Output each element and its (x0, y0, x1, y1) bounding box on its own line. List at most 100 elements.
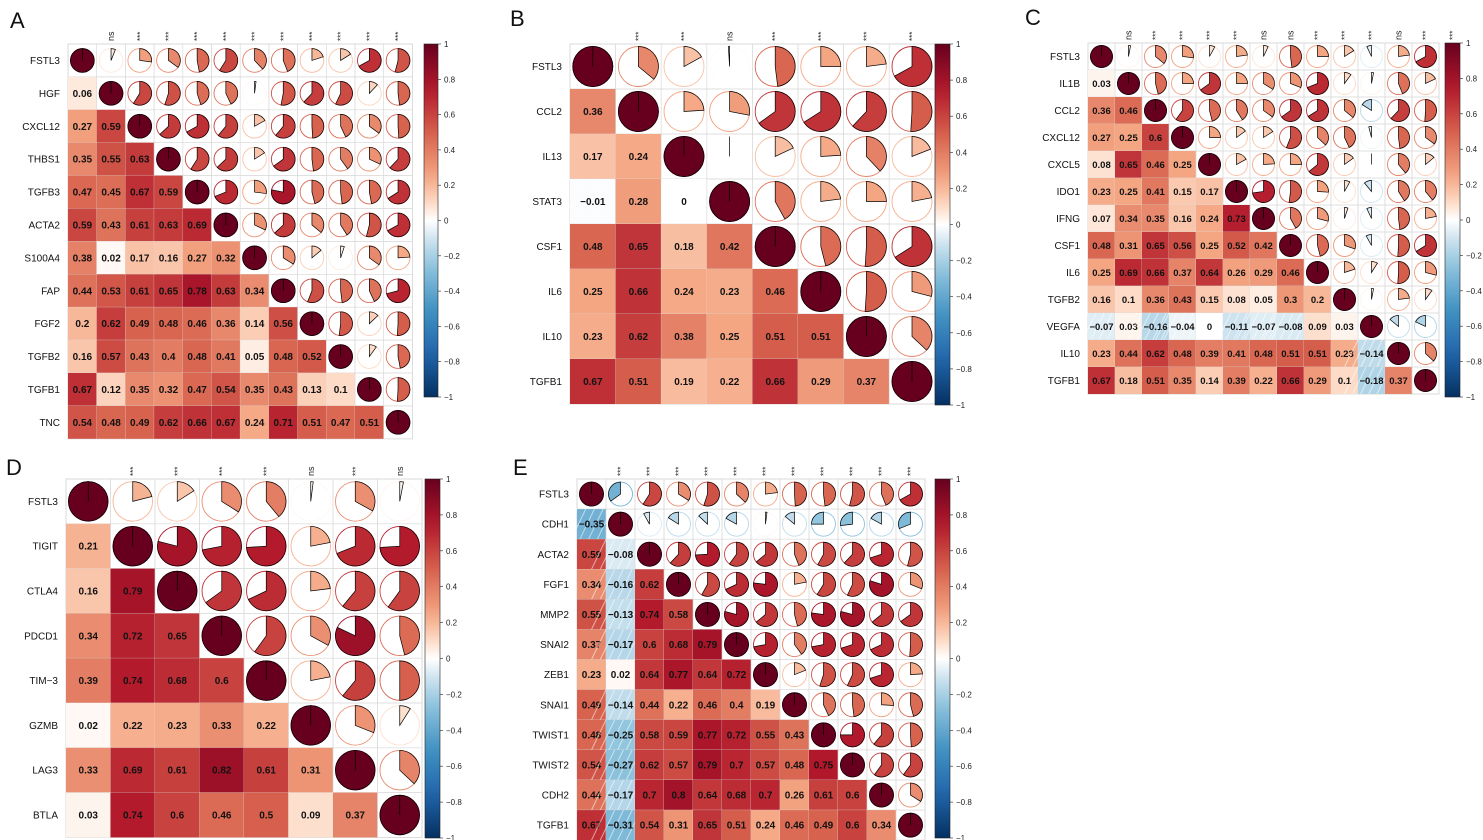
corr-value-e-9-3: 0.57 (669, 760, 689, 771)
pie-slice-c-6-9 (1344, 207, 1349, 219)
pie-slice-b-0-3 (727, 46, 730, 67)
corr-value-a-9-5: 0.41 (216, 352, 236, 363)
pie-slice-c-4-6 (1263, 153, 1275, 165)
pie-slice-b-1-4 (758, 91, 796, 132)
corr-value-b-7-0: 0.67 (583, 377, 603, 388)
corr-tile-a-10-5 (211, 373, 241, 406)
corr-tile-c-5-3 (1169, 178, 1196, 205)
panel-c: C FSTL3 IL1B 0.03 CCL2 0.36 0.46 CXCL12 0.27 0.25… (1025, 5, 1482, 402)
pie-slice-b-3-5 (820, 181, 842, 202)
corr-tile-a-4-1 (96, 175, 126, 209)
hatch-e-1-0--1 (570, 508, 587, 540)
pie-slice-b-0-1 (638, 46, 659, 80)
significance-b-5: *** (817, 32, 826, 41)
corr-tile-e-8-4 (693, 719, 722, 750)
pie-slice-c-2-10 (1361, 99, 1372, 112)
corr-tile-d-2-1 (110, 568, 155, 614)
pie-slice-c-11-12 (1425, 342, 1437, 362)
pie-slice-e-2-8 (817, 541, 836, 567)
corr-tile-c-7-3 (1169, 232, 1196, 259)
significance-e-5: *** (733, 467, 742, 476)
corr-value-a-2-0: 0.27 (73, 122, 93, 133)
colorbar-tick-label-d-2: 0.6 (446, 547, 458, 556)
panel-e: E FSTL3 CDH1 −0.35 ACTA2 0.59 −0.08 FGF1 0.34 −0.… (513, 455, 972, 840)
pie-slice-c-0-5 (1236, 45, 1248, 57)
pie-slice-e-1-7 (784, 511, 795, 525)
corr-value-a-10-8: 0.13 (302, 385, 322, 396)
corr-tile-e-10-8 (809, 780, 838, 811)
pie-slice-b-1-3 (729, 91, 750, 116)
corr-tile-a-6-3 (154, 241, 183, 275)
hatch-c-10-2--2 (1128, 312, 1143, 341)
corr-value-a-10-4: 0.47 (187, 385, 207, 396)
corr-value-a-5-1: 0.43 (101, 220, 121, 231)
significance-d-5: ns (306, 466, 316, 476)
significance-c-6: ns (1259, 30, 1269, 40)
pie-slice-c-8-10 (1371, 261, 1378, 274)
corr-tile-a-4-0 (68, 175, 97, 209)
corr-tile-e-8-0 (577, 719, 606, 750)
pie-slice-c-5-12 (1425, 180, 1437, 201)
corr-tile-d-6-4 (244, 747, 289, 793)
corr-value-c-11-0: 0.23 (1092, 349, 1111, 360)
pie-slice-a-7-10 (369, 278, 382, 302)
pie-slice-b-2-7 (911, 136, 932, 158)
corr-value-c-8-2: 0.66 (1146, 268, 1165, 279)
corr-tile-e-9-8 (809, 749, 838, 780)
colorbar-tick-label-c-10: −1 (1466, 393, 1476, 402)
row-label-c-5: IDO1 (1057, 187, 1081, 198)
pie-slice-e-6-8 (819, 662, 836, 687)
corr-tile-a-3-1 (96, 142, 126, 176)
colorbar-c (1444, 42, 1461, 398)
colorbar-tick-label-b-4: 0.2 (956, 184, 968, 193)
corr-value-c-3-2: 0.6 (1149, 133, 1162, 144)
corr-tile-b-6-3 (706, 314, 753, 359)
corr-tile-a-1-0 (68, 76, 97, 110)
corr-tile-a-5-4 (182, 208, 212, 242)
pie-slice-c-3-7 (1285, 126, 1302, 149)
panel-letter-e: E (513, 455, 528, 480)
pie-slice-a-6-10 (369, 245, 382, 266)
corr-value-d-6-4: 0.61 (257, 766, 277, 777)
corr-value-e-5-3: 0.68 (669, 640, 689, 651)
row-label-e-10: CDH2 (542, 791, 570, 802)
corr-tile-a-11-1 (96, 405, 126, 439)
corr-tile-c-12-1 (1115, 367, 1142, 394)
hatch-c-10-3-0 (1171, 312, 1186, 341)
pie-slice-e-4-9 (840, 602, 865, 627)
pie-slice-a-1-7 (280, 81, 296, 106)
pie-slice-c-6-11 (1398, 207, 1410, 230)
corr-tile-d-6-5 (288, 747, 333, 793)
corr-tile-c-9-2 (1142, 286, 1169, 313)
corr-value-c-2-1: 0.46 (1119, 106, 1138, 117)
corr-tile-b-2-1 (615, 134, 662, 179)
corr-tile-a-6-0 (68, 241, 97, 275)
pie-slice-b-2-6 (866, 136, 887, 172)
pie-slice-b-4-5 (820, 226, 842, 267)
hatch-c-10-7--1 (1271, 312, 1286, 341)
pie-slice-c-3-11 (1398, 126, 1410, 149)
corr-value-c-9-6: 0.05 (1254, 295, 1273, 306)
corr-value-e-7-3: 0.22 (669, 700, 689, 711)
corr-value-a-11-5: 0.67 (216, 418, 236, 429)
corr-tile-a-6-5 (211, 241, 241, 275)
colorbar-tick-label-d-5: 0 (446, 655, 451, 664)
corr-value-b-6-0: 0.23 (583, 332, 603, 343)
pie-slice-a-1-5 (225, 81, 239, 105)
pie-slice-b-1-6 (852, 91, 887, 132)
corr-value-c-8-5: 0.26 (1227, 268, 1246, 279)
corr-tile-a-5-0 (68, 208, 97, 242)
corr-tile-e-5-3 (664, 629, 693, 660)
corr-tile-c-8-5 (1223, 259, 1250, 286)
corr-value-d-1-0: 0.21 (79, 542, 99, 553)
pie-slice-d-2-3 (205, 570, 242, 612)
pie-slice-c-2-3 (1175, 99, 1194, 122)
pie-slice-e-0-3 (678, 481, 691, 501)
corr-value-c-1-0: 0.03 (1092, 79, 1111, 90)
corr-value-e-8-5: 0.72 (727, 730, 747, 741)
corr-tile-c-8-1 (1115, 259, 1142, 286)
significance-b-4: *** (771, 32, 780, 41)
pie-slice-d-4-6 (342, 660, 376, 701)
corr-value-b-2-1: 0.24 (629, 152, 649, 163)
